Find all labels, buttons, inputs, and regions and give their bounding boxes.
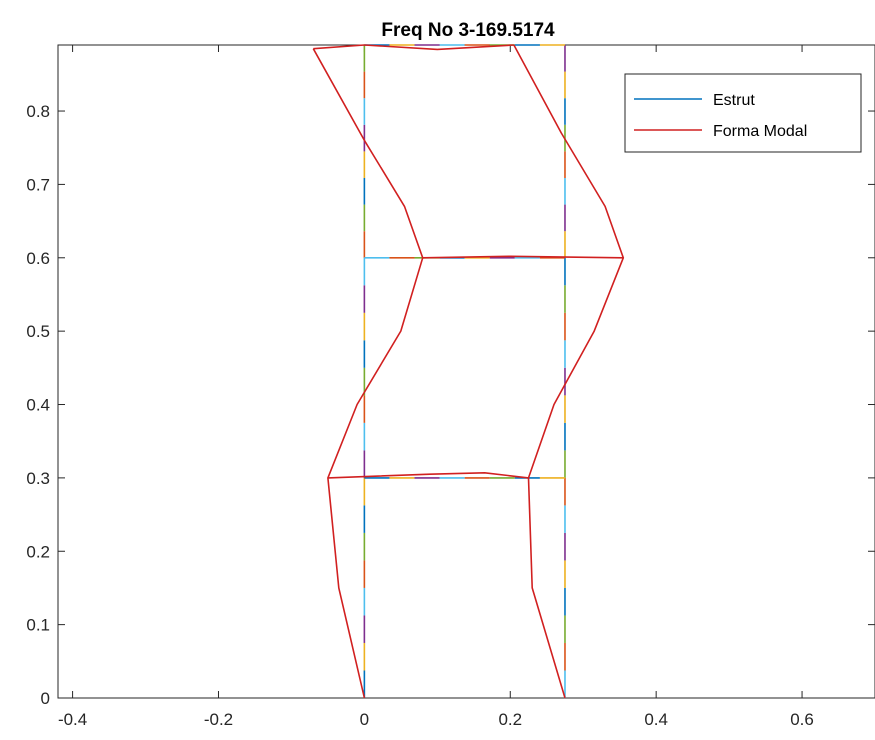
y-tick-label: 0.4 — [26, 396, 50, 415]
x-tick-label: -0.2 — [204, 710, 233, 729]
legend-label-estrut: Estrut — [713, 92, 755, 109]
y-tick-label: 0.6 — [26, 249, 50, 268]
y-tick-label: 0.1 — [26, 616, 50, 635]
x-tick-label: 0.4 — [644, 710, 668, 729]
x-tick-label: 0.6 — [790, 710, 814, 729]
y-tick-label: 0.3 — [26, 469, 50, 488]
legend: Estrut Forma Modal — [624, 73, 862, 153]
plot-area: -0.4 -0.2 0 0.2 0.4 0.6 0 0.1 0.2 0.3 0.4 0.5 0.6 0.7… — [26, 44, 875, 729]
chart-title: Freq No 3-169.5174 — [381, 20, 555, 41]
y-tick-label: 0.8 — [26, 102, 50, 121]
forma-modal-line — [422, 255, 624, 259]
x-tick-label: 0.2 — [498, 710, 522, 729]
y-tick-label: 0.7 — [26, 175, 50, 194]
legend-box — [624, 73, 862, 153]
y-tick-label: 0 — [41, 689, 50, 708]
forma-modal-line — [312, 48, 424, 699]
forma-modal-line — [313, 44, 514, 51]
legend-label-forma-modal: Forma Modal — [713, 123, 807, 140]
forma-modal-line — [327, 471, 529, 479]
y-tick-label: 0.5 — [26, 322, 50, 341]
x-tick-label: 0 — [360, 710, 369, 729]
axes-box — [57, 44, 875, 699]
y-tick-label: 0.2 — [26, 542, 50, 561]
x-tick-label: -0.4 — [58, 710, 87, 729]
forma-modal-line — [513, 44, 625, 699]
